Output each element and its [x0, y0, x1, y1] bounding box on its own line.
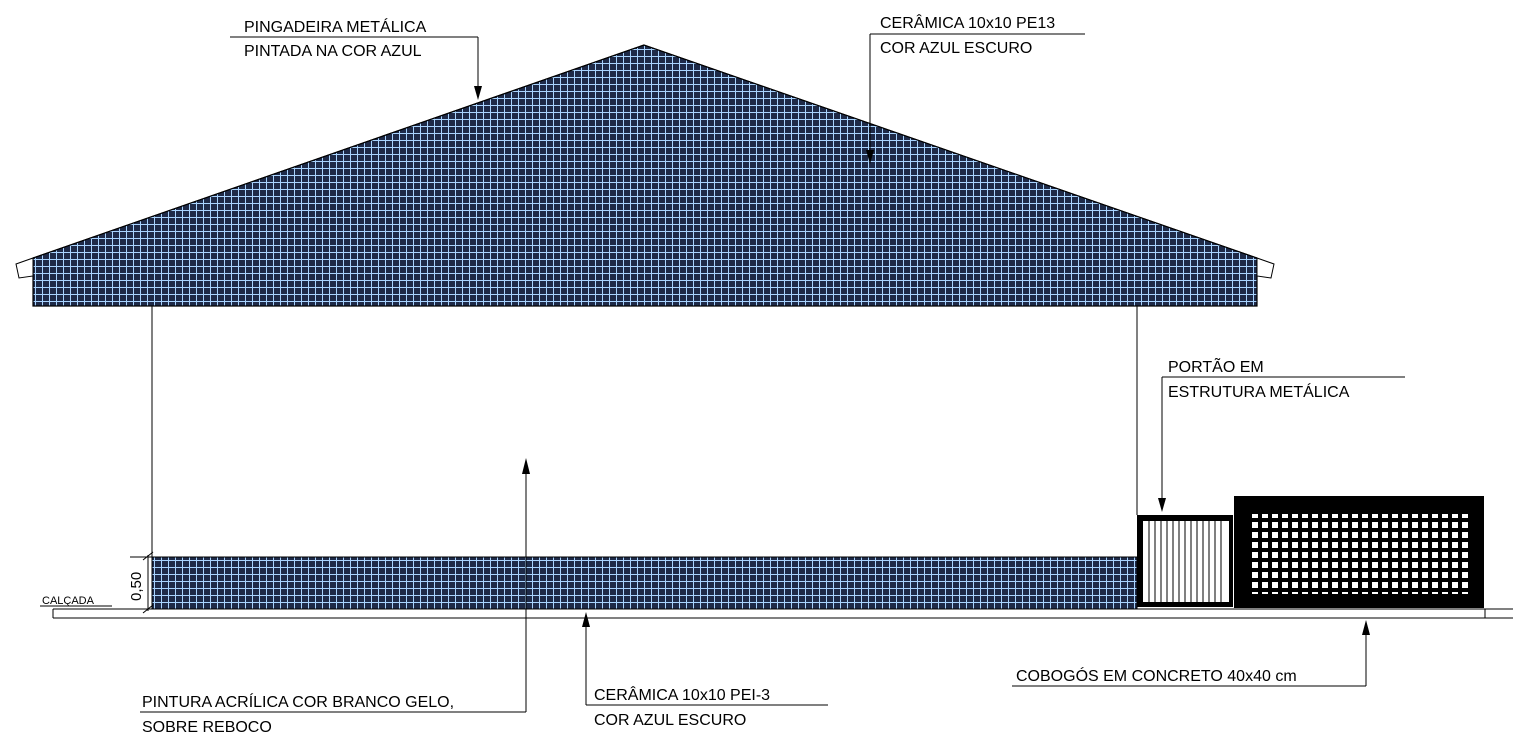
gable-roof — [32, 44, 1258, 307]
cobogo-wall — [1234, 496, 1484, 608]
cobogo-label: COBOGÓS EM CONCRETO 40x40 cm — [1016, 666, 1297, 685]
gable-tile-label-1: CERÂMICA 10x10 PE13 — [880, 13, 1055, 32]
leader-lines — [140, 33, 1405, 713]
sidewalk-label: CALÇADA — [42, 595, 95, 607]
right-drip-edge — [1256, 257, 1275, 279]
paint-label-1: PINTURA ACRÍLICA COR BRANCO GELO, — [142, 692, 454, 711]
base-tile-label-1: CERÂMICA 10x10 PEI-3 — [594, 685, 770, 704]
sidewalk — [40, 605, 1513, 619]
leader-arrowheads — [474, 86, 1370, 635]
gate-label-1: PORTÃO EM — [1168, 356, 1264, 376]
height-dimension-text: 0,50 — [128, 572, 145, 601]
drip-edge-label-1: PINGADEIRA METÁLICA — [244, 17, 427, 36]
height-dimension — [130, 551, 154, 614]
gable-tile-label-2: COR AZUL ESCURO — [880, 40, 1032, 57]
paint-label-2: SOBRE REBOCO — [142, 719, 272, 736]
drip-edge-label-2: PINTADA NA COR AZUL — [244, 43, 422, 60]
base-tile-strip — [151, 556, 1138, 610]
gate-label-2: ESTRUTURA METÁLICA — [1168, 382, 1350, 401]
left-drip-edge — [15, 257, 34, 279]
metal-gate — [1137, 515, 1233, 607]
base-tile-label-2: COR AZUL ESCURO — [594, 712, 746, 729]
